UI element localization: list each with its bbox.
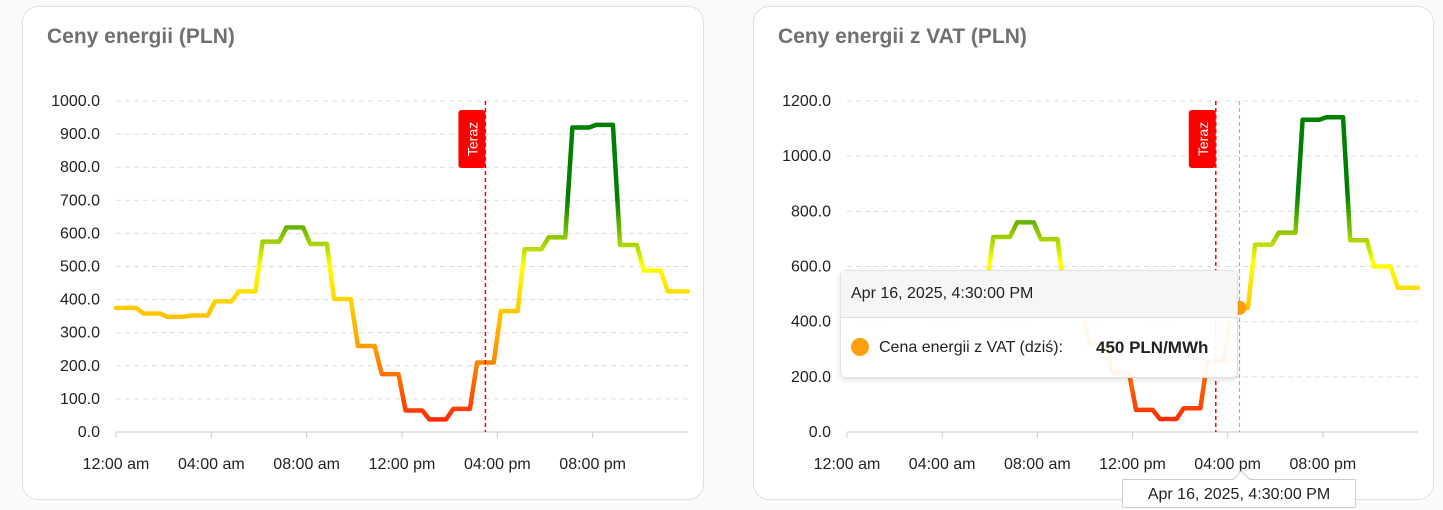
card-title: Ceny energii z VAT (PLN) [778,25,1027,48]
y-tick-label: 1200.0 [782,93,831,110]
y-tick-label: 600.0 [60,225,100,242]
y-tick-label: 400.0 [60,292,100,309]
tooltip-value: 450 PLN/MWh [1096,338,1209,357]
chart-card-prices: Ceny energii (PLN) [22,6,704,500]
y-tick-label: 600.0 [791,259,831,276]
y-tick-label: 200.0 [791,369,831,386]
y-tick-label: 800.0 [791,203,831,220]
x-tick-label: 04:00 pm [1194,456,1261,473]
now-marker-label: Teraz [464,122,480,156]
y-tick-label: 1000.0 [51,93,100,110]
x-tick-label: 04:00 pm [464,456,531,473]
y-tick-label: 0.0 [78,424,100,441]
y-tick-label: 900.0 [60,126,100,143]
y-tick-label: 1000.0 [782,148,831,165]
x-tick-label: 08:00 pm [1289,456,1356,473]
y-tick-label: 800.0 [60,159,100,176]
x-tick-label: 12:00 pm [1099,456,1166,473]
x-axis-tooltip: Apr 16, 2025, 4:30:00 PM [1122,479,1356,508]
x-tick-label: 04:00 am [909,456,976,473]
x-tick-label: 12:00 pm [369,456,436,473]
x-tick-label: 04:00 am [178,456,245,473]
series-marker-icon [851,338,869,356]
y-tick-label: 500.0 [60,259,100,276]
tooltip-header: Apr 16, 2025, 4:30:00 PM [841,271,1237,318]
x-tick-label: 12:00 am [814,456,881,473]
y-tick-label: 400.0 [791,314,831,331]
now-marker-badge [458,110,486,168]
x-tick-label: 08:00 am [1004,456,1071,473]
card-title: Ceny energii (PLN) [47,25,235,48]
chart-card-prices-vat: Ceny energii z VAT (PLN) [753,6,1434,500]
y-tick-label: 700.0 [60,192,100,209]
x-tick-label: 08:00 am [273,456,340,473]
now-marker-badge [1188,110,1216,168]
now-marker-label: Teraz [1195,122,1211,156]
x-tick-label: 12:00 am [83,456,150,473]
x-tick-label: 08:00 pm [559,456,626,473]
tooltip-series-label: Cena energii z VAT (dziś): [879,339,1064,356]
y-tick-label: 100.0 [60,391,100,408]
price-series-line [113,122,691,422]
y-tick-label: 300.0 [60,325,100,342]
y-tick-label: 0.0 [809,424,831,441]
y-tick-label: 200.0 [60,358,100,375]
chart-tooltip: Apr 16, 2025, 4:30:00 PM Cena energii z … [840,270,1238,378]
